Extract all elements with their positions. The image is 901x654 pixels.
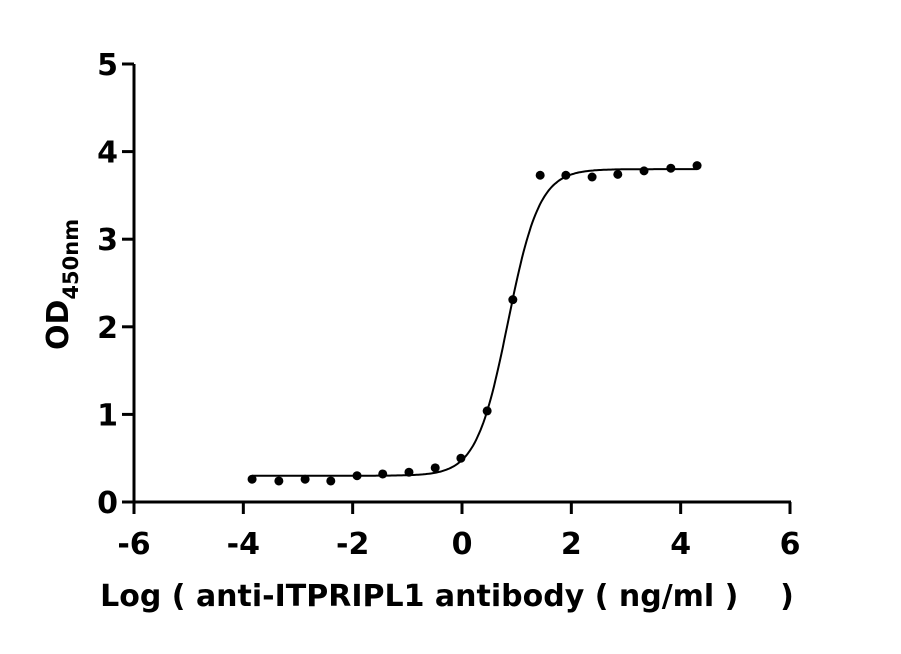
data-point [247, 474, 257, 484]
x-tick-label: 4 [670, 527, 691, 562]
data-point [692, 161, 702, 171]
svg-text:OD450nm: OD450nm [41, 219, 83, 350]
data-point [561, 170, 571, 180]
data-point [508, 295, 518, 305]
data-point [535, 170, 545, 180]
y-tick-label: 5 [97, 48, 118, 83]
x-axis-label: Log ( anti-ITPRIPL1 antibody ( ng/ml ) ) [100, 579, 794, 614]
data-point [482, 406, 492, 416]
data-point [613, 169, 623, 179]
data-point [352, 471, 362, 481]
y-axis-label-group: OD450nm [41, 219, 83, 350]
data-point [587, 172, 597, 182]
data-point [274, 476, 284, 486]
data-point [639, 166, 649, 176]
data-point [326, 476, 336, 486]
x-tick-label: -4 [227, 527, 260, 562]
x-tick-label: 6 [780, 527, 801, 562]
y-tick-label: 0 [97, 486, 118, 521]
data-point [430, 463, 440, 473]
x-tick-label: -2 [336, 527, 369, 562]
y-axis-label: OD [41, 300, 76, 350]
data-point [300, 474, 310, 484]
y-tick-label: 2 [97, 311, 118, 346]
data-points [247, 161, 702, 486]
x-tick-label: -6 [117, 527, 150, 562]
y-tick-label: 4 [97, 136, 118, 171]
x-tick-label: 2 [561, 527, 582, 562]
fit-curve [252, 168, 698, 477]
y-tick-label: 3 [97, 223, 118, 258]
y-axis-label-subscript: 450nm [59, 219, 83, 300]
data-point [456, 453, 466, 463]
data-point [404, 467, 414, 477]
y-tick-label: 1 [97, 398, 118, 433]
data-point [666, 163, 676, 173]
x-tick-label: 0 [452, 527, 473, 562]
data-point [378, 469, 388, 479]
axes: 0 1 2 3 4 5 -6 -4 -2 0 2 4 6 [97, 48, 800, 562]
